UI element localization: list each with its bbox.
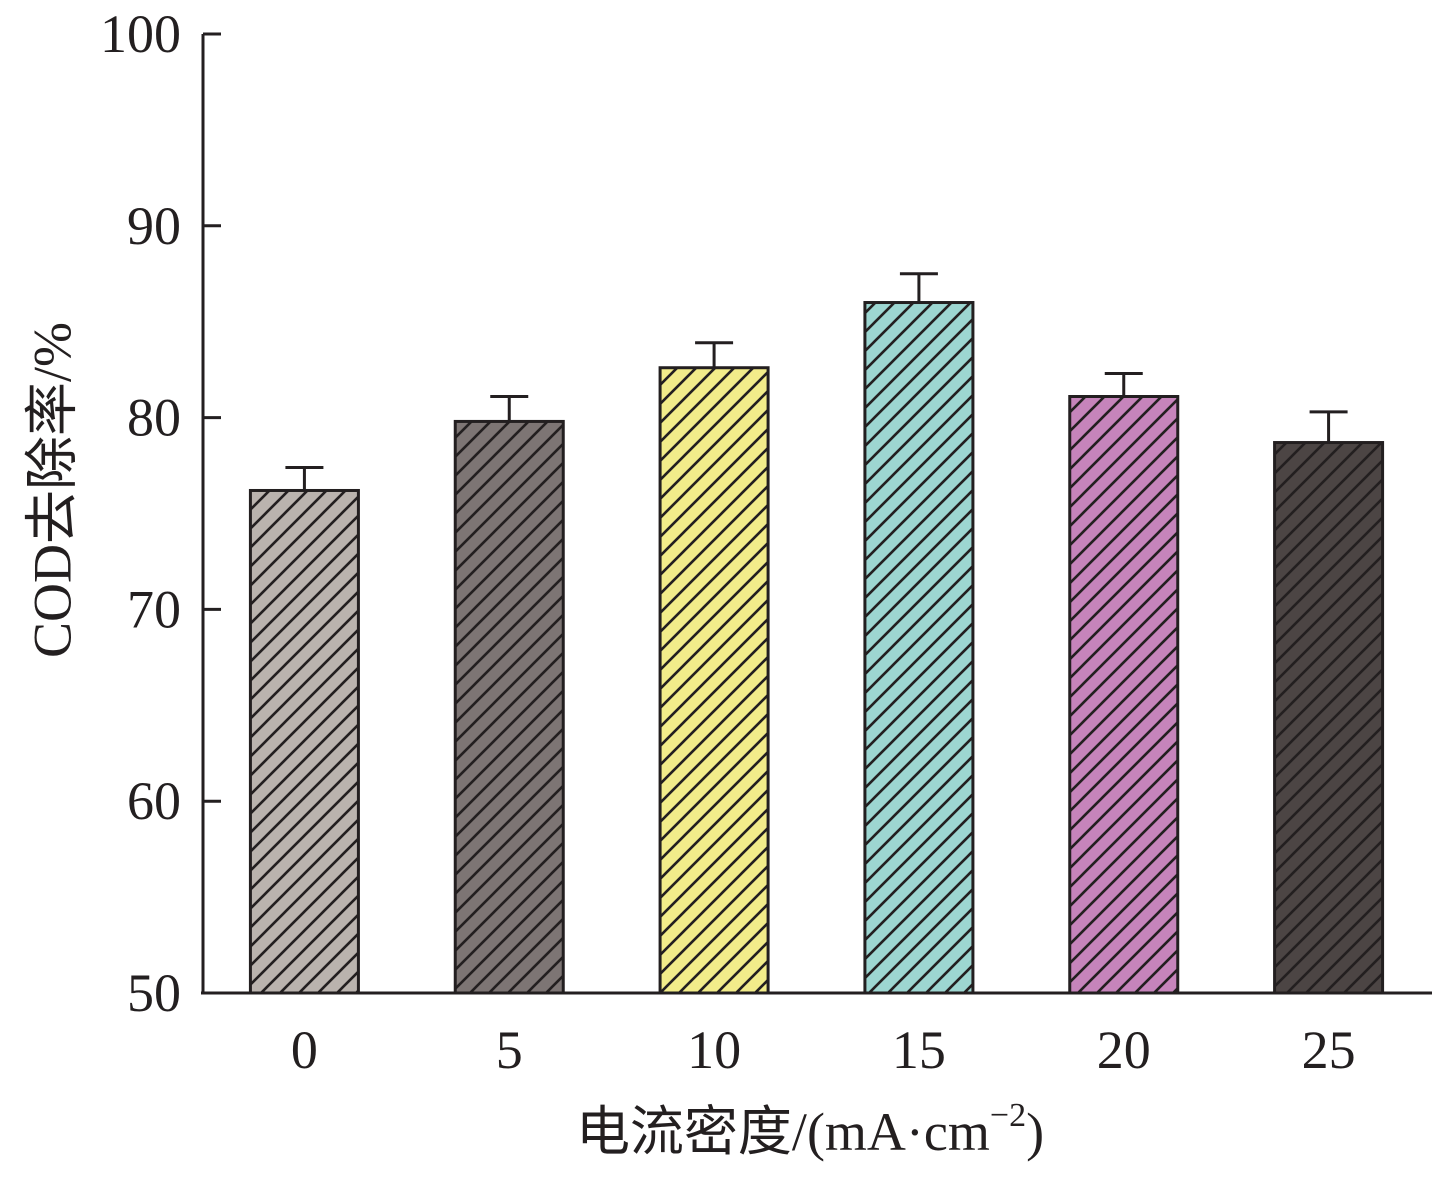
bar-hatch-15 [863, 301, 975, 995]
y-tick-label: 90 [127, 196, 181, 256]
y-ticks: 50 60 70 80 90 100 [100, 4, 221, 1023]
x-tick-label: 15 [892, 1020, 946, 1080]
y-tick-label: 100 [100, 4, 181, 64]
y-tick-label: 50 [127, 963, 181, 1023]
x-tick-label: 5 [496, 1020, 523, 1080]
bar-hatch-5 [453, 419, 565, 995]
x-tick-label: 20 [1097, 1020, 1151, 1080]
x-tick-label: 25 [1302, 1020, 1356, 1080]
x-axis-title-suffix: ) [1026, 1102, 1044, 1162]
x-ticks: 0 5 10 15 20 25 [291, 1020, 1356, 1080]
x-axis-title-superscript: −2 [990, 1097, 1026, 1134]
y-axis-title: COD去除率/% [22, 322, 82, 658]
bar-hatch-20 [1068, 395, 1180, 995]
bar-hatch-25 [1273, 441, 1385, 995]
bar-hatch-10 [658, 366, 770, 995]
bars-layer [248, 272, 1385, 995]
y-tick-label: 80 [127, 388, 181, 448]
x-axis-title: 电流密度/(mA·cm−2) [576, 1097, 1044, 1162]
y-tick-label: 70 [127, 579, 181, 639]
x-tick-label: 0 [291, 1020, 318, 1080]
axes [201, 34, 1432, 995]
x-tick-label: 10 [687, 1020, 741, 1080]
bar-hatch-0 [248, 488, 360, 995]
y-tick-label: 60 [127, 771, 181, 831]
x-axis-title-main: 电流密度/(mA·cm [576, 1102, 990, 1162]
